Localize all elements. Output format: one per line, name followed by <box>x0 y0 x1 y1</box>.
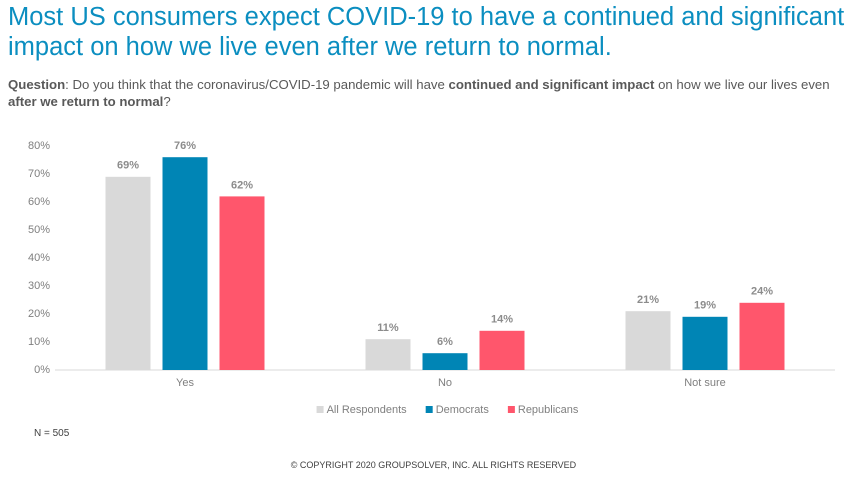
bar <box>479 330 525 370</box>
y-tick-label: 80% <box>28 140 50 152</box>
question-text: on how we live our lives even <box>654 77 830 92</box>
y-tick-label: 0% <box>34 364 50 376</box>
value-label: 6% <box>437 336 453 348</box>
value-label: 19% <box>694 300 716 312</box>
y-tick-label: 50% <box>28 224 50 236</box>
legend-swatch <box>507 406 515 413</box>
question-emphasis: continued and significant impact <box>448 77 655 92</box>
legend-label: Democrats <box>436 404 490 416</box>
value-label: 24% <box>751 286 773 298</box>
value-label: 14% <box>491 314 513 326</box>
bar <box>422 353 468 370</box>
bar <box>739 302 785 370</box>
y-tick-label: 10% <box>28 336 50 348</box>
bar <box>625 311 671 370</box>
x-tick-label: Not sure <box>684 377 726 389</box>
value-label: 11% <box>377 322 399 334</box>
legend-label: All Respondents <box>327 404 408 416</box>
y-tick-label: 20% <box>28 308 50 320</box>
bar <box>365 339 411 370</box>
question-label: Question <box>8 77 66 92</box>
value-label: 21% <box>637 294 659 306</box>
y-tick-label: 40% <box>28 252 50 264</box>
value-label: 76% <box>174 140 196 152</box>
y-tick-label: 30% <box>28 280 50 292</box>
question-emphasis: after we return to normal <box>8 94 164 109</box>
bar <box>162 157 208 370</box>
question: Question: Do you think that the coronavi… <box>8 76 858 110</box>
x-tick-label: Yes <box>176 377 194 389</box>
bar <box>105 176 151 370</box>
value-label: 69% <box>117 160 139 172</box>
sample-note: N = 505 <box>34 428 70 439</box>
y-tick-label: 60% <box>28 196 50 208</box>
bar <box>219 196 265 370</box>
legend-swatch <box>425 406 433 413</box>
chart-title: Most US consumers expect COVID-19 to hav… <box>8 3 845 61</box>
legend-swatch <box>316 406 324 413</box>
question-text: : Do you think that the coronavirus/COVI… <box>65 77 449 92</box>
copyright: © COPYRIGHT 2020 GROUPSOLVER, INC. ALL R… <box>290 460 577 470</box>
x-tick-label: No <box>438 377 452 389</box>
question-text: ? <box>163 94 171 109</box>
bar <box>682 316 728 370</box>
legend-label: Republicans <box>518 404 579 416</box>
y-tick-label: 70% <box>28 168 50 180</box>
value-label: 62% <box>231 179 253 191</box>
